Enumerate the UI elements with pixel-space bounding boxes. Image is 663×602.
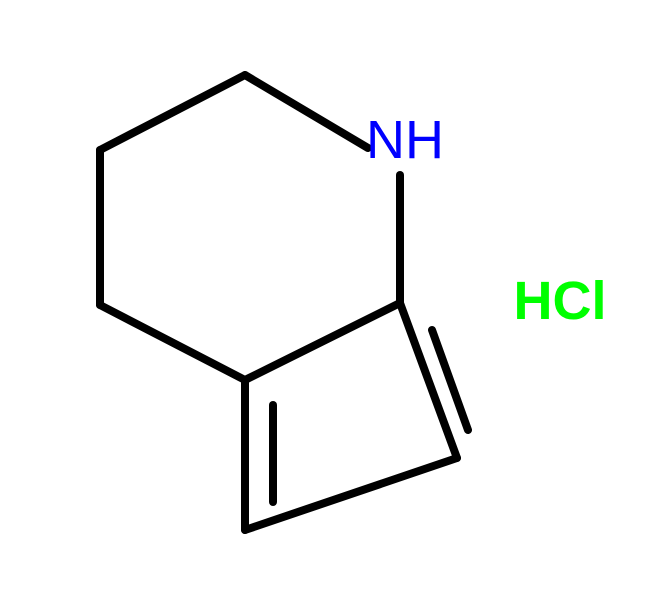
- bond-c1-c2: [100, 75, 245, 150]
- bond-c3-c4a: [100, 305, 245, 380]
- molecule-diagram: NH HCl: [0, 0, 663, 602]
- label-nh: NH: [366, 110, 444, 170]
- label-hcl: HCl: [514, 271, 607, 331]
- bond-c4a-c8a: [245, 303, 400, 380]
- bond-n-c1: [245, 75, 368, 148]
